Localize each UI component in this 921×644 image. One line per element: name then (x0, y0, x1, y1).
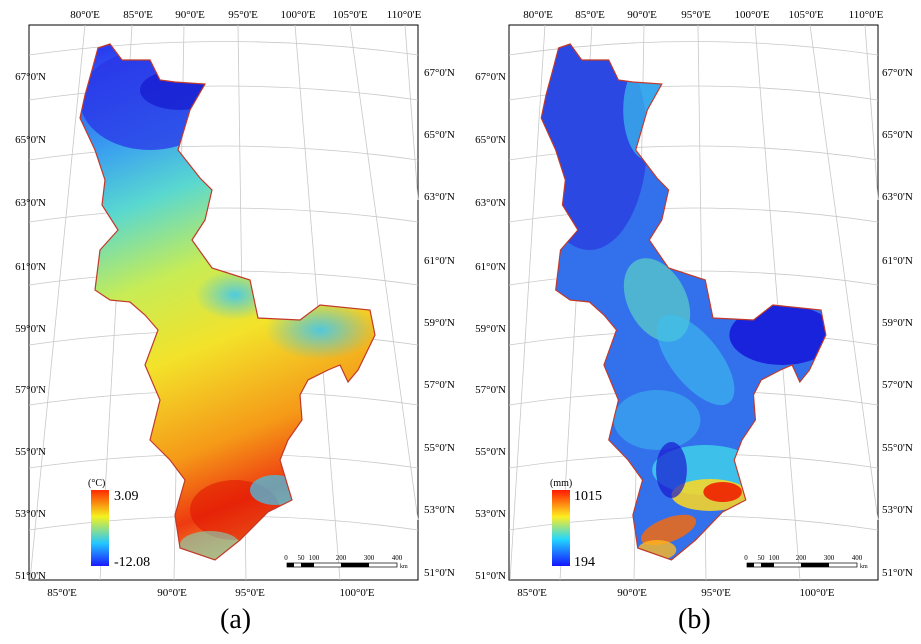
lat-label-left: 61°0'N (15, 261, 46, 273)
scale-bar: 0 50 100 200 300 400 km (744, 554, 868, 570)
svg-text:200: 200 (336, 554, 347, 562)
legend-unit: (°C) (88, 478, 105, 489)
lat-label-left: 57°0'N (475, 384, 506, 396)
bottom-lon-label: 85°0'E (47, 587, 77, 599)
top-lon-label: 80°0'E (523, 9, 553, 21)
lat-label-left: 67°0'N (475, 71, 506, 83)
svg-text:50: 50 (298, 554, 306, 562)
lat-label-right: 53°0'N (424, 504, 455, 516)
panel-label-b: (b) (678, 604, 711, 635)
svg-text:400: 400 (392, 554, 403, 562)
lat-label-left: 57°0'N (15, 384, 46, 396)
top-lon-label: 100°0'E (734, 9, 769, 21)
lat-label-right: 63°0'N (424, 191, 455, 203)
top-lon-label: 105°0'E (788, 9, 823, 21)
lat-label-left: 51°0'N (475, 570, 506, 582)
lat-label-right: 61°0'N (882, 255, 913, 267)
lat-label-right: 51°0'N (882, 567, 913, 579)
legend-colorbar (552, 490, 570, 566)
panel-label-a: (a) (220, 604, 252, 635)
lat-label-right: 63°0'N (882, 191, 913, 203)
svg-text:0: 0 (744, 554, 748, 562)
lat-label-left: 55°0'N (475, 446, 506, 458)
legend-unit: (mm) (550, 478, 572, 489)
lat-label-right: 57°0'N (882, 379, 913, 391)
svg-text:50: 50 (758, 554, 766, 562)
top-lon-label: 90°0'E (175, 9, 205, 21)
lat-label-right: 57°0'N (424, 379, 455, 391)
svg-text:km: km (860, 564, 868, 570)
lat-label-right: 61°0'N (424, 255, 455, 267)
svg-text:100: 100 (309, 554, 320, 562)
lat-label-right: 53°0'N (882, 504, 913, 516)
top-lon-label: 110°0'E (387, 9, 422, 21)
top-lon-label: 85°0'E (575, 9, 605, 21)
lat-label-left: 67°0'N (15, 71, 46, 83)
top-lon-label: 110°0'E (849, 9, 884, 21)
bottom-lon-label: 100°0'E (799, 587, 834, 599)
region-boundary (540, 43, 827, 561)
map-panel-a: 80°0'E 85°0'E 90°0'E 95°0'E 100°0'E 105°… (15, 9, 455, 599)
svg-text:100: 100 (769, 554, 780, 562)
svg-text:400: 400 (852, 554, 863, 562)
bottom-lon-label: 95°0'E (235, 587, 265, 599)
bottom-lon-label: 100°0'E (339, 587, 374, 599)
svg-text:300: 300 (824, 554, 835, 562)
top-lon-label: 100°0'E (280, 9, 315, 21)
lat-label-left: 65°0'N (15, 134, 46, 146)
lat-label-left: 53°0'N (475, 508, 506, 520)
lat-label-left: 59°0'N (15, 323, 46, 335)
bottom-lon-label: 90°0'E (157, 587, 187, 599)
lat-label-left: 63°0'N (475, 197, 506, 209)
lat-label-left: 65°0'N (475, 134, 506, 146)
lat-label-right: 55°0'N (882, 442, 913, 454)
top-lon-label: 85°0'E (123, 9, 153, 21)
legend-min: 194 (574, 555, 595, 570)
top-lon-label: 80°0'E (70, 9, 100, 21)
svg-text:0: 0 (284, 554, 288, 562)
scale-bar: 0 50 100 200 300 400 km (284, 554, 408, 570)
lat-label-right: 51°0'N (424, 567, 455, 579)
top-lon-label: 95°0'E (681, 9, 711, 21)
lat-label-right: 67°0'N (424, 67, 455, 79)
legend-min: -12.08 (114, 555, 150, 570)
top-lon-label: 95°0'E (228, 9, 258, 21)
region-boundary (79, 43, 376, 561)
lat-label-left: 53°0'N (15, 508, 46, 520)
lat-label-left: 51°0'N (15, 570, 46, 582)
lat-label-right: 65°0'N (882, 129, 913, 141)
lat-label-right: 59°0'N (424, 317, 455, 329)
bottom-lon-label: 95°0'E (701, 587, 731, 599)
lat-label-right: 59°0'N (882, 317, 913, 329)
lat-label-right: 67°0'N (882, 67, 913, 79)
svg-text:300: 300 (364, 554, 375, 562)
legend-max: 3.09 (114, 489, 139, 504)
lat-label-left: 55°0'N (15, 446, 46, 458)
top-lon-label: 105°0'E (332, 9, 367, 21)
svg-text:200: 200 (796, 554, 807, 562)
lat-label-left: 59°0'N (475, 323, 506, 335)
legend: (mm) 1015 194 (550, 478, 602, 570)
top-lon-label: 90°0'E (627, 9, 657, 21)
svg-text:km: km (400, 564, 408, 570)
lat-label-left: 61°0'N (475, 261, 506, 273)
map-panel-b: 80°0'E 85°0'E 90°0'E 95°0'E 100°0'E 105°… (475, 9, 913, 599)
lat-label-right: 65°0'N (424, 129, 455, 141)
bottom-lon-label: 85°0'E (517, 587, 547, 599)
legend-max: 1015 (574, 489, 602, 504)
lat-label-right: 55°0'N (424, 442, 455, 454)
bottom-lon-label: 90°0'E (617, 587, 647, 599)
lat-label-left: 63°0'N (15, 197, 46, 209)
legend: (°C) 3.09 -12.08 (88, 478, 150, 570)
legend-colorbar (91, 490, 109, 566)
